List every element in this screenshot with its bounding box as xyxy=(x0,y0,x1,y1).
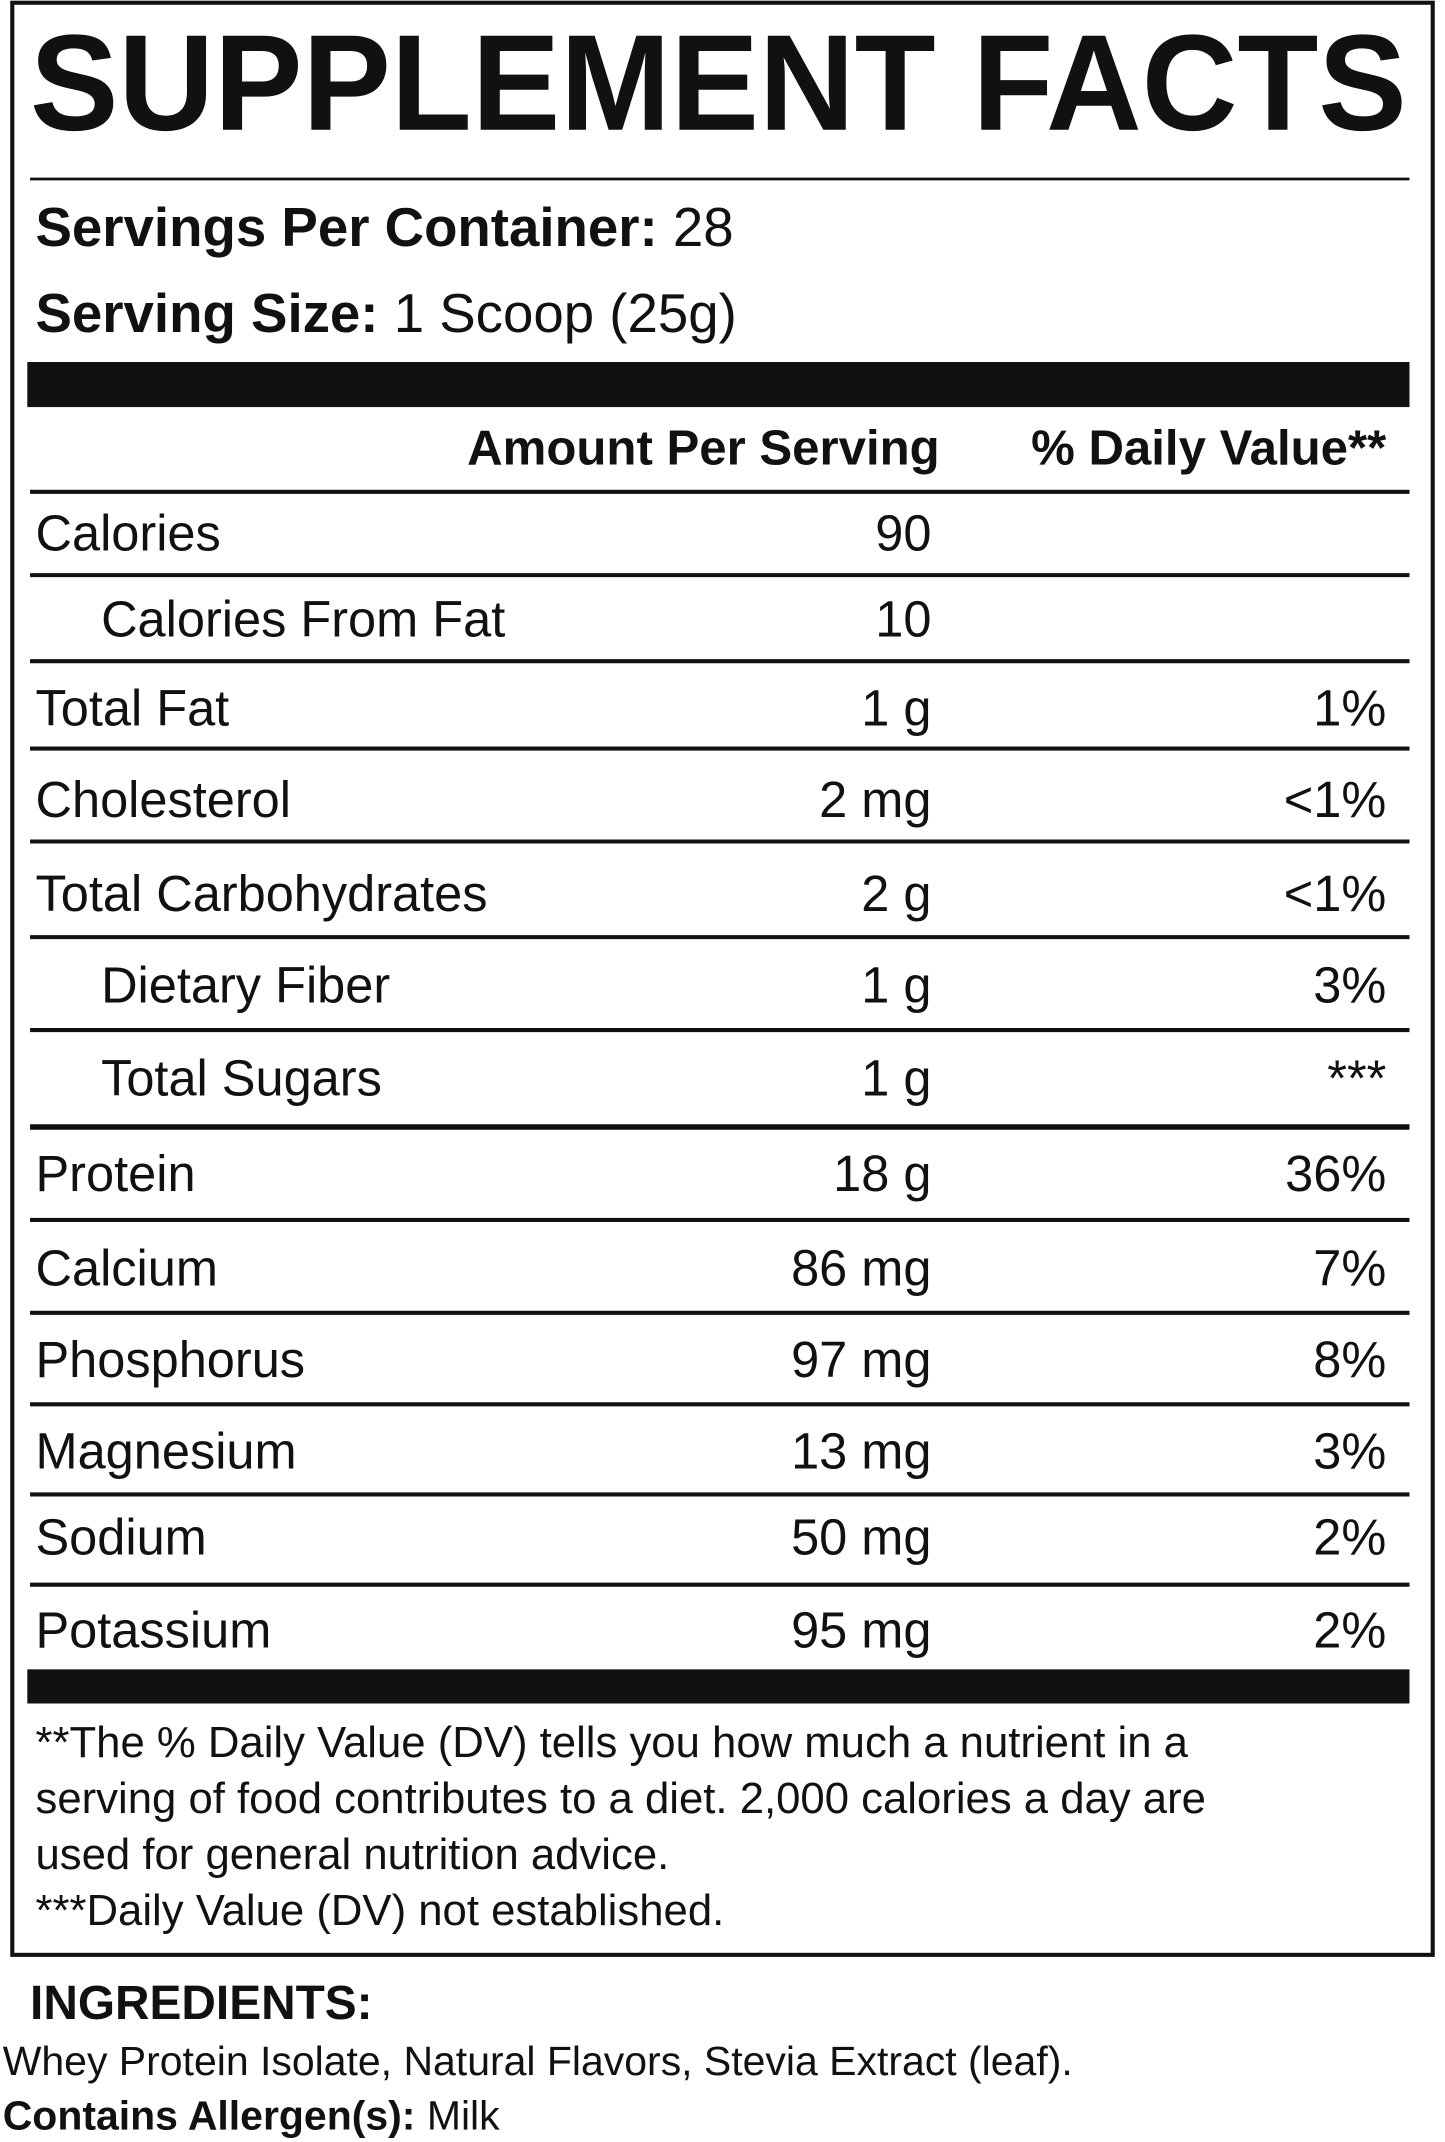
nutrient-name: Total Fat xyxy=(36,679,230,736)
nutrient-name: Dietary Fiber xyxy=(101,957,390,1014)
daily-value: 2% xyxy=(1313,1601,1386,1658)
allergen-value: Milk xyxy=(427,2093,500,2139)
allergen-label: Contains Allergen(s): xyxy=(3,2093,416,2139)
thick-bar xyxy=(27,1669,1410,1704)
amount: 86 mg xyxy=(791,1239,931,1296)
column-header: Amount Per Serving xyxy=(467,420,939,475)
serving-size: Serving Size: 1 Scoop (25g) xyxy=(36,283,737,344)
daily-value: *** xyxy=(1327,1050,1386,1107)
amount: 13 mg xyxy=(791,1423,931,1480)
amount: 1 g xyxy=(861,1050,931,1107)
amount: 2 g xyxy=(861,865,931,922)
serving-size-label: Serving Size: xyxy=(36,283,379,344)
amount: 1 g xyxy=(861,679,931,736)
nutrient-name: Total Carbohydrates xyxy=(36,865,488,922)
daily-value: 2% xyxy=(1313,1509,1386,1566)
column-header: % Daily Value** xyxy=(1031,420,1387,475)
nutrient-name: Protein xyxy=(36,1145,196,1202)
nutrient-name: Cholesterol xyxy=(36,771,291,828)
amount: 50 mg xyxy=(791,1509,931,1566)
allergens: Contains Allergen(s): Milk xyxy=(3,2093,500,2139)
nutrient-name: Sodium xyxy=(36,1509,207,1566)
nutrient-name: Total Sugars xyxy=(101,1050,382,1107)
daily-value: 3% xyxy=(1313,957,1386,1014)
daily-value: 7% xyxy=(1313,1239,1386,1296)
daily-value: <1% xyxy=(1284,771,1387,828)
amount: 1 g xyxy=(861,957,931,1014)
daily-value: 36% xyxy=(1285,1145,1386,1202)
amount: 95 mg xyxy=(791,1601,931,1658)
nutrient-name: Calories xyxy=(36,505,221,562)
servings: Servings Per Container: 28 xyxy=(36,197,734,258)
footnote-line: used for general nutrition advice. xyxy=(36,1830,670,1879)
daily-value: <1% xyxy=(1284,865,1387,922)
amount: 18 g xyxy=(833,1145,931,1202)
servings-label: Servings Per Container: xyxy=(36,197,658,258)
amount: 2 mg xyxy=(819,771,931,828)
nutrient-name: Calories From Fat xyxy=(101,591,505,648)
nutrient-name: Phosphorus xyxy=(36,1331,306,1388)
amount: 90 xyxy=(875,505,931,562)
serving-size-value: 1 Scoop (25g) xyxy=(394,283,737,344)
title: SUPPLEMENT FACTS xyxy=(30,6,1407,159)
ingredients-text: Whey Protein Isolate, Natural Flavors, S… xyxy=(3,2038,1073,2084)
servings-value: 28 xyxy=(673,197,734,258)
ingredients-title: INGREDIENTS: xyxy=(30,1977,373,2030)
footnote-line: **The % Daily Value (DV) tells you how m… xyxy=(36,1718,1189,1767)
footnote-line: serving of food contributes to a diet. 2… xyxy=(36,1774,1206,1823)
nutrient-name: Calcium xyxy=(36,1239,218,1296)
amount: 10 xyxy=(875,591,931,648)
amount: 97 mg xyxy=(791,1331,931,1388)
nutrient-name: Potassium xyxy=(36,1601,272,1658)
footnote-line: ***Daily Value (DV) not established. xyxy=(36,1886,725,1935)
daily-value: 3% xyxy=(1313,1423,1386,1480)
nutrient-name: Magnesium xyxy=(36,1423,297,1480)
daily-value: 8% xyxy=(1313,1331,1386,1388)
daily-value: 1% xyxy=(1313,679,1386,736)
thick-bar xyxy=(27,362,1410,408)
label-border xyxy=(10,0,1435,1957)
